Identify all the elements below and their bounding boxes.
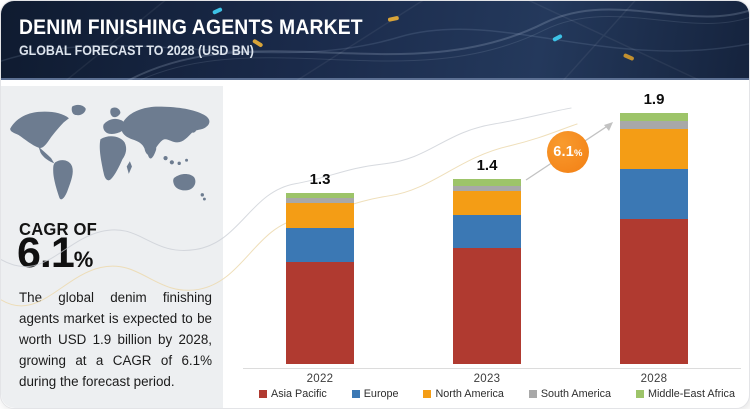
cagr-percent-sign: % [73,247,94,272]
x-axis-label-2022: 2022 [306,373,334,385]
legend-item-europe: Europe [351,388,399,400]
x-axis-label-2028: 2028 [640,373,668,385]
segment-europe-2022 [286,228,354,262]
segment-europe-2028 [620,169,688,219]
header-network-decoration [1,1,749,80]
segment-europe-2023 [453,215,521,248]
segment-north-america-2023 [453,191,521,215]
segment-asia-pacific-2023 [453,248,521,364]
total-label-2028: 1.9 [643,91,665,108]
segment-asia-pacific-2022 [286,262,354,364]
stacked-bar-2028 [620,113,688,364]
legend-label: Asia Pacific [271,388,327,400]
cagr-number: 6.1 [17,229,75,277]
stacked-bar-2022 [286,193,354,364]
legend-label: North America [435,388,504,400]
header-banner: DENIM FINISHING AGENTS MARKET GLOBAL FOR… [1,1,749,80]
content-area: CAGR OF 6.1% The global denim finishing … [1,82,749,408]
legend-item-north-america: North America [423,388,504,400]
x-axis-line [243,368,741,369]
legend-marker-south-america [528,390,537,398]
badge-percent-sign: % [574,148,583,159]
segment-asia-pacific-2028 [620,219,688,364]
segment-north-america-2022 [286,203,354,228]
legend-marker-middle-east-africa [635,390,644,398]
legend-label: South America [540,388,612,400]
legend-item-asia-pacific: Asia Pacific [259,388,327,400]
total-label-2023: 1.4 [476,157,498,174]
legend-marker-asia-pacific [259,390,267,398]
summary-panel: CAGR OF 6.1% The global denim finishing … [1,86,223,408]
chart-area: 1.3 2022 1.4 2023 1.9 2028 6.1% Asia Pacific E… [223,82,749,408]
segment-south-america-2028 [620,121,688,129]
legend-marker-north-america [423,390,432,398]
x-axis-label-2023: 2023 [473,373,501,385]
badge-value: 6.1 [553,144,575,160]
segment-middle-east-africa-2028 [620,113,688,121]
legend-label: Middle-East Africa [647,388,735,400]
cagr-badge: 6.1% [547,131,589,173]
report-subtitle: GLOBAL FORECAST TO 2028 (USD BN) [19,43,254,58]
legend-label: Europe [363,388,399,400]
total-label-2022: 1.3 [309,171,331,188]
legend-item-middle-east-africa: Middle-East Africa [635,388,735,400]
cagr-value: 6.1% [17,232,93,275]
report-title: DENIM FINISHING AGENTS MARKET [19,16,363,39]
legend: Asia Pacific Europe North America South Ame… [259,388,735,400]
stacked-bar-2023 [453,179,521,364]
market-summary-text: The global denim finishing agents market… [19,290,212,389]
segment-middle-east-africa-2023 [453,179,521,186]
legend-marker-europe [351,390,360,398]
world-map [10,104,210,201]
legend-item-south-america: South America [528,388,612,400]
segment-north-america-2028 [620,129,688,169]
